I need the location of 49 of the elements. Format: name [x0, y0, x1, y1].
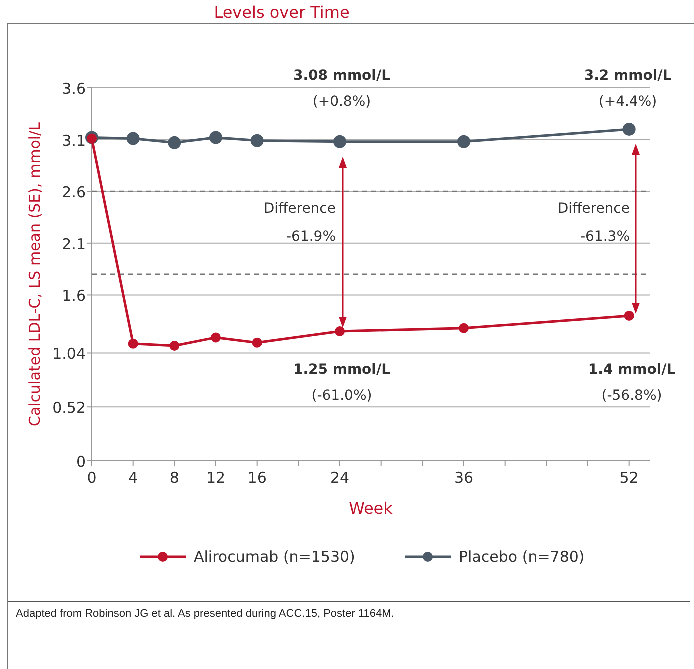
x-axis-title: Week	[349, 499, 394, 518]
text: 3.2 mmol/L	[584, 68, 672, 84]
point	[252, 338, 262, 348]
annotation: (-56.8%)	[602, 388, 662, 404]
y-tick-label: 0	[76, 453, 86, 471]
point	[210, 131, 222, 144]
y-tick-label: 2.1	[62, 235, 86, 254]
legend-label: Alirocumab (n=1530)	[194, 548, 356, 566]
point	[335, 326, 345, 336]
annotation: -61.9%	[286, 229, 336, 245]
annotation: (-61.0%)	[312, 388, 372, 404]
y-tick-label: 1.6	[62, 287, 86, 306]
point	[126, 132, 140, 146]
point	[168, 136, 182, 150]
annotation: Difference	[558, 201, 630, 217]
point	[170, 340, 180, 351]
y-tick-label: 2.6	[62, 184, 86, 202]
legend-label: Placebo (n=780)	[459, 548, 585, 566]
point	[211, 332, 221, 343]
text: 3.08 mmol/L	[293, 68, 391, 84]
point	[87, 134, 97, 144]
annotation: 1.25 mmol/L	[293, 362, 391, 378]
point	[458, 135, 470, 148]
point	[624, 310, 634, 321]
y-axis-title: Calculated LDL-C, LS mean (SE), mmol/L	[26, 122, 44, 426]
annotation: 1.4 mmol/L	[588, 362, 676, 378]
point	[128, 338, 138, 349]
y-tick-label: 0.52	[52, 399, 86, 418]
x-tick-label: 4	[128, 469, 138, 487]
point	[622, 122, 636, 136]
x-tick-label: 12	[206, 469, 226, 487]
y-tick-label: 1.04	[52, 345, 86, 364]
y-tick-label: 3.6	[62, 80, 86, 98]
annotation: Difference	[264, 201, 336, 217]
x-tick-label: 36	[454, 469, 474, 487]
y-tick-label: 3.1	[62, 132, 86, 150]
point	[250, 134, 264, 148]
annotation: (+0.8%)	[312, 94, 372, 110]
x-tick-label: 24	[330, 469, 350, 487]
x-tick-label: 0	[87, 469, 97, 487]
text: Adapted from Robinson JG et al. As presented during ACC.15, Poster 1164M.	[16, 608, 394, 620]
point	[334, 135, 346, 148]
annotation: (+4.4%)	[598, 94, 658, 110]
x-tick-label: 8	[170, 469, 180, 487]
chart-title: Levels over Time	[214, 3, 350, 22]
x-tick-label: 16	[248, 469, 267, 487]
x-tick-label: 52	[620, 469, 639, 487]
point	[459, 323, 469, 334]
annotation: -61.3%	[580, 229, 630, 245]
